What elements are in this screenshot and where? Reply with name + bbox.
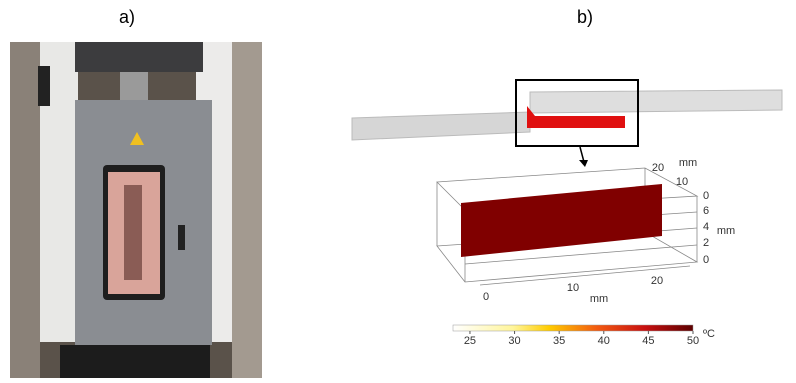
heated-layer — [461, 184, 662, 257]
colorbar-tick-label: 35 — [553, 335, 565, 347]
page: a) b) 20100mm6420mm01020mm — [0, 0, 796, 383]
axis-tick-label: 10 — [567, 282, 579, 294]
axis-tick-label: 20 — [652, 162, 664, 174]
axis-tick-label: 0 — [703, 254, 709, 266]
panel-label: a) — [119, 7, 135, 27]
colorbar-tick-label: 45 — [642, 335, 654, 347]
colorbar-unit: ºC — [703, 328, 715, 340]
panel-label: b) — [577, 7, 593, 27]
axis-tick-label: 2 — [703, 237, 709, 249]
colorbar-tick-label: 30 — [508, 335, 520, 347]
axis-tick-label: 0 — [483, 291, 489, 303]
specimen — [352, 80, 782, 167]
axis-unit: mm — [679, 157, 697, 169]
photo — [10, 42, 262, 378]
axis-tick-label: 10 — [676, 176, 688, 188]
axis-unit: mm — [590, 293, 608, 305]
axis-tick-label: 6 — [703, 205, 709, 217]
figure: a) b) 20100mm6420mm01020mm — [0, 0, 796, 378]
axis-tick-label: 20 — [651, 275, 663, 287]
axis-tick-label: 0 — [703, 190, 709, 202]
axis-tick-label: 4 — [703, 221, 709, 233]
colorbar-tick-label: 40 — [598, 335, 610, 347]
colorbar-tick-label: 25 — [464, 335, 476, 347]
axis-unit: mm — [717, 225, 735, 237]
colorbar-tick-label: 50 — [687, 335, 699, 347]
colorbar — [453, 325, 693, 331]
